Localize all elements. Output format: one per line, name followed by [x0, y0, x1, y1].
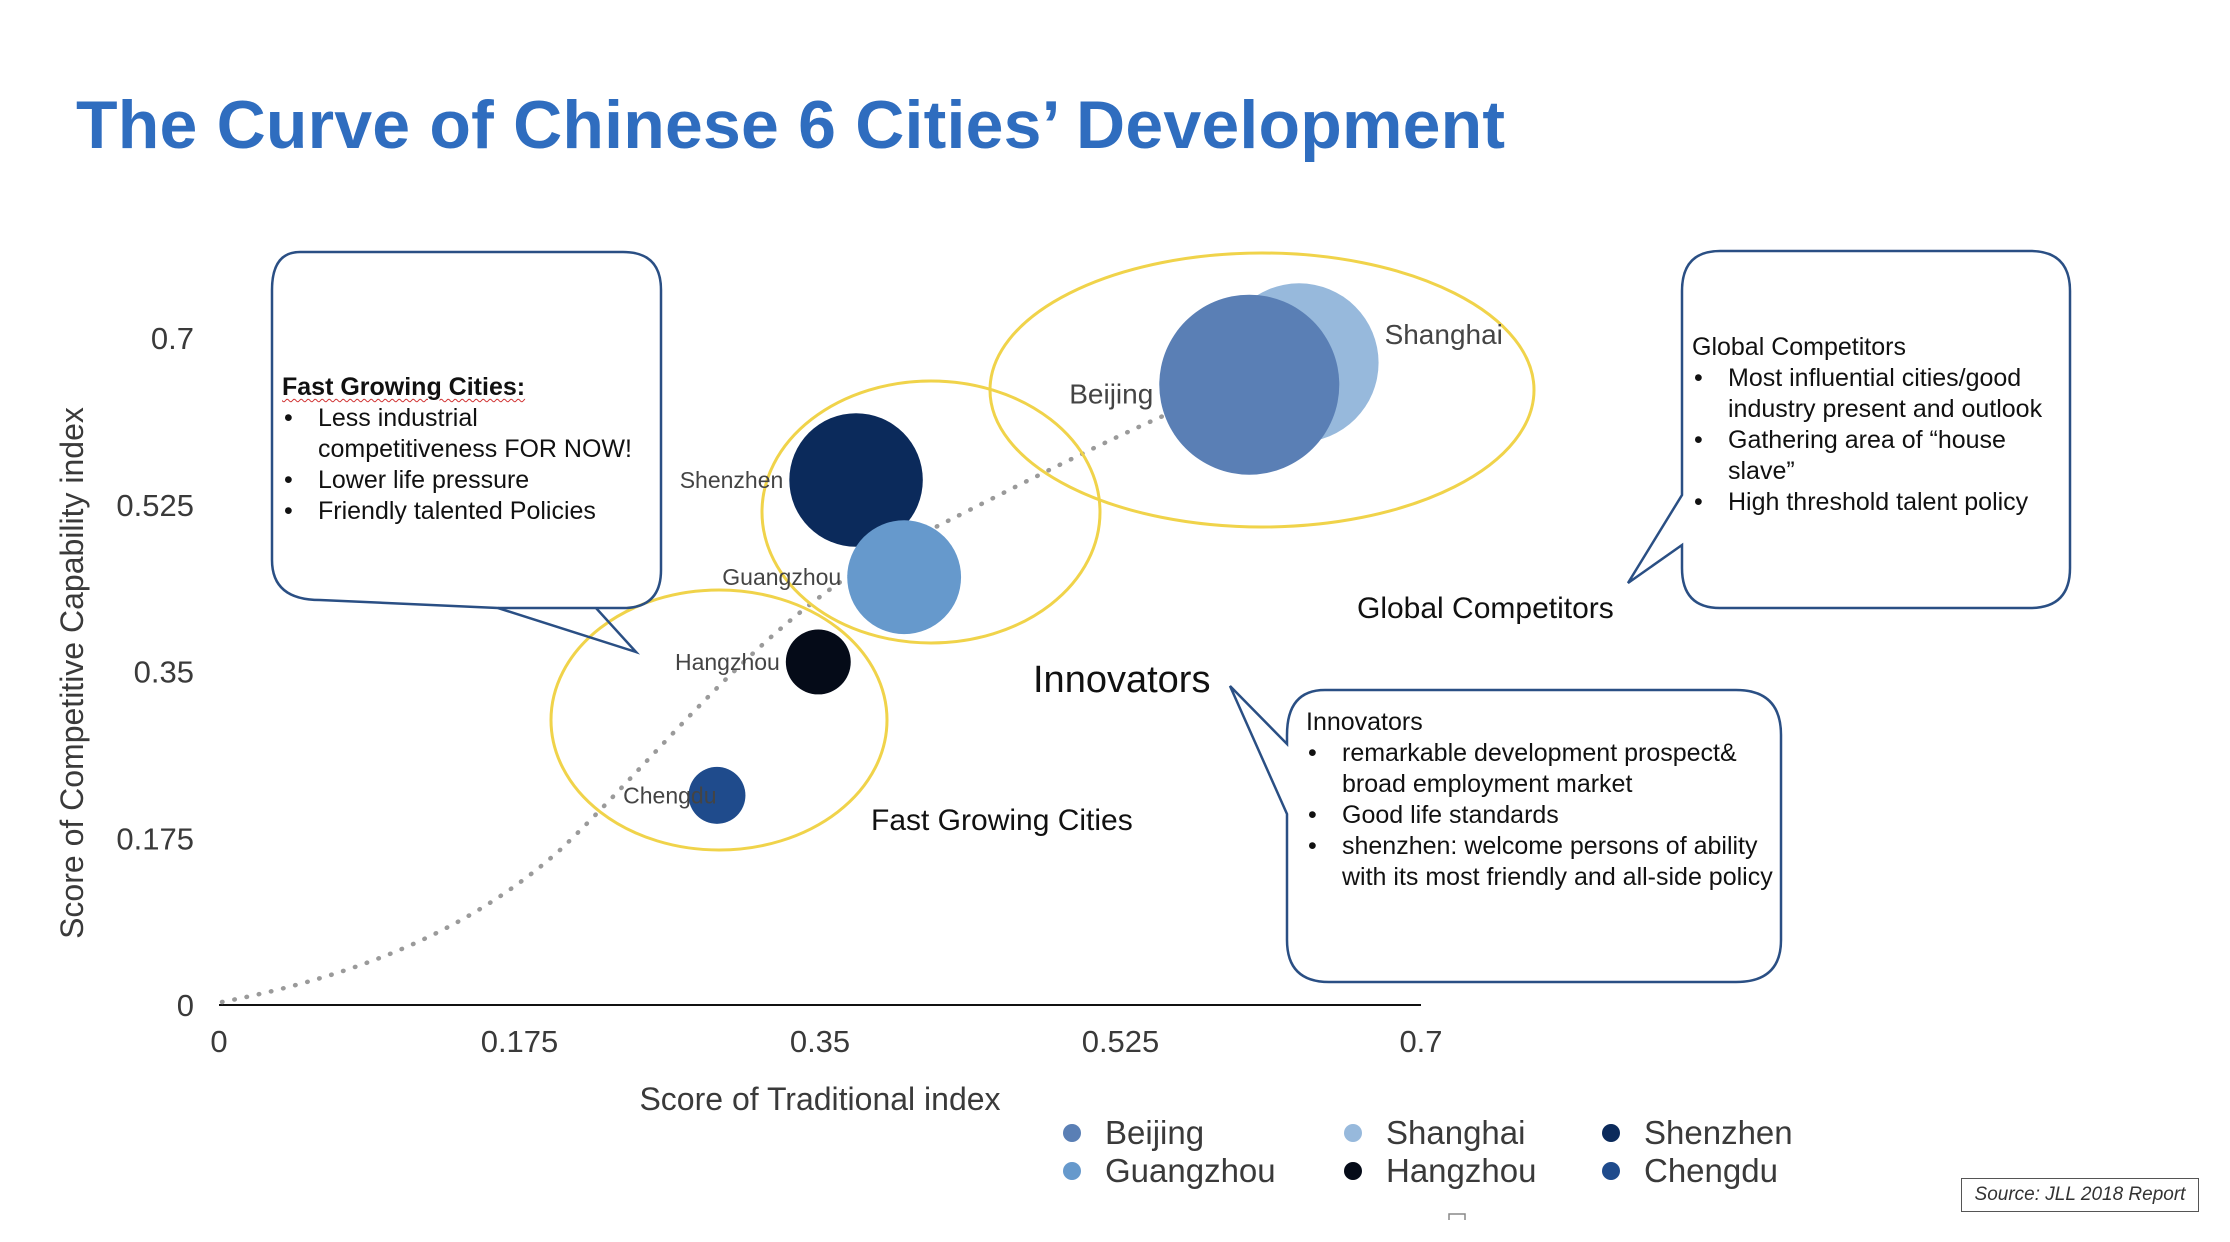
innovators-callout-frame	[1228, 685, 1783, 984]
global-competitors-label: Global Competitors	[1357, 592, 1614, 625]
legend-marker-hangzhou	[1344, 1162, 1362, 1180]
bubble-label-guangzhou: Guangzhou	[722, 564, 841, 590]
fast-growing-cities-label: Fast Growing Cities	[871, 804, 1133, 837]
legend-label-shanghai: Shanghai	[1386, 1114, 1525, 1151]
global-competitors-bullet: Most influential cities/good industry pr…	[1692, 363, 2067, 425]
legend-label-chengdu: Chengdu	[1644, 1152, 1778, 1189]
global-competitors-callout-list: Most influential cities/good industry pr…	[1692, 363, 2067, 518]
y-tick-label: 0	[177, 988, 194, 1023]
global-competitors-callout-heading: Global Competitors	[1692, 333, 1906, 361]
legend-marker-shanghai	[1344, 1124, 1362, 1142]
x-tick-label: 0	[210, 1024, 227, 1059]
innovators-bullet: Good life standards	[1306, 800, 1776, 831]
innovators-callout-text: Innovators remarkable development prospe…	[1306, 707, 1776, 893]
bubble-label-beijing: Beijing	[1069, 379, 1153, 410]
y-axis-title: Score of Competitive Capability index	[54, 407, 90, 939]
legend: Beijing Shanghai Shenzhen Guangzhou Hangzhou…	[1063, 1114, 1793, 1189]
source-note: Source: JLL 2018 Report	[1961, 1178, 2199, 1212]
x-tick-label: 0.7	[1399, 1024, 1442, 1059]
innovators-group-ellipse	[760, 379, 1102, 645]
y-tick-label: 0.525	[116, 488, 194, 523]
bubbles-layer: Beijing Shanghai Shenzhen Guangzhou Hangzhou…	[623, 283, 1503, 824]
fast-growing-group-ellipse	[549, 588, 889, 852]
fast-growing-callout-list: Less industrial competitiveness FOR NOW!…	[282, 403, 662, 527]
legend-marker-chengdu	[1602, 1162, 1620, 1180]
bubble-label-shenzhen: Shenzhen	[680, 467, 784, 493]
legend-label-beijing: Beijing	[1105, 1114, 1204, 1151]
x-tick-label: 0.175	[481, 1024, 559, 1059]
fast-growing-bullet: Lower life pressure	[282, 465, 662, 496]
fast-growing-callout-text: Fast Growing Cities: Less industrial com…	[282, 372, 662, 527]
fast-growing-callout-tail	[497, 606, 641, 655]
global-competitors-bullet: High threshold talent policy	[1692, 487, 2067, 518]
bubble-label-hangzhou: Hangzhou	[675, 649, 780, 675]
y-tick-label: 0.35	[134, 655, 194, 690]
legend-label-hangzhou: Hangzhou	[1386, 1152, 1536, 1189]
innovators-bullet: shenzhen: welcome persons of ability wit…	[1306, 831, 1776, 893]
legend-label-guangzhou: Guangzhou	[1105, 1152, 1276, 1189]
bubble-label-chengdu: Chengdu	[623, 782, 716, 808]
global-competitors-bullet: Gathering area of “house slave”	[1692, 425, 2067, 487]
innovators-label: Innovators	[1033, 659, 1210, 701]
bubble-shenzhen	[789, 413, 923, 547]
y-tick-label: 0.7	[151, 321, 194, 356]
axis-ticks: 0 0.175 0.35 0.525 0.7 0 0.175 0.35 0.525 0.7	[116, 321, 1442, 1059]
slide-mark	[1448, 1213, 1466, 1220]
bubble-hangzhou	[785, 629, 851, 695]
x-tick-label: 0.525	[1082, 1024, 1160, 1059]
bubble-guangzhou	[847, 520, 962, 635]
innovators-bullet: remarkable development prospect& broad e…	[1306, 738, 1776, 800]
legend-label-shenzhen: Shenzhen	[1644, 1114, 1793, 1151]
innovators-callout-heading: Innovators	[1306, 708, 1423, 736]
global-competitors-group-ellipse	[988, 251, 1536, 529]
global-competitors-callout-text: Global Competitors Most influential citi…	[1692, 332, 2067, 518]
legend-marker-guangzhou	[1063, 1162, 1081, 1180]
x-tick-label: 0.35	[790, 1024, 850, 1059]
bubble-beijing	[1159, 294, 1340, 475]
legend-marker-shenzhen	[1602, 1124, 1620, 1142]
slide-title: The Curve of Chinese 6 Cities’ Developme…	[76, 87, 1506, 163]
fast-growing-bullet: Friendly talented Policies	[282, 496, 662, 527]
bubble-label-shanghai: Shanghai	[1385, 319, 1503, 350]
innovators-callout-list: remarkable development prospect& broad e…	[1306, 738, 1776, 893]
bubble-chengdu	[688, 766, 746, 824]
fast-growing-callout-heading-text: Fast Growing Cities:	[282, 373, 526, 401]
y-tick-label: 0.175	[116, 821, 194, 856]
legend-marker-beijing	[1063, 1124, 1081, 1142]
fast-growing-callout-frame	[270, 250, 663, 610]
x-axis-title: Score of Traditional index	[639, 1081, 1000, 1117]
fast-growing-bullet: Less industrial competitiveness FOR NOW!	[282, 403, 662, 465]
global-competitors-callout-frame	[1626, 249, 2072, 610]
fast-growing-callout-heading: Fast Growing Cities:	[282, 372, 662, 403]
